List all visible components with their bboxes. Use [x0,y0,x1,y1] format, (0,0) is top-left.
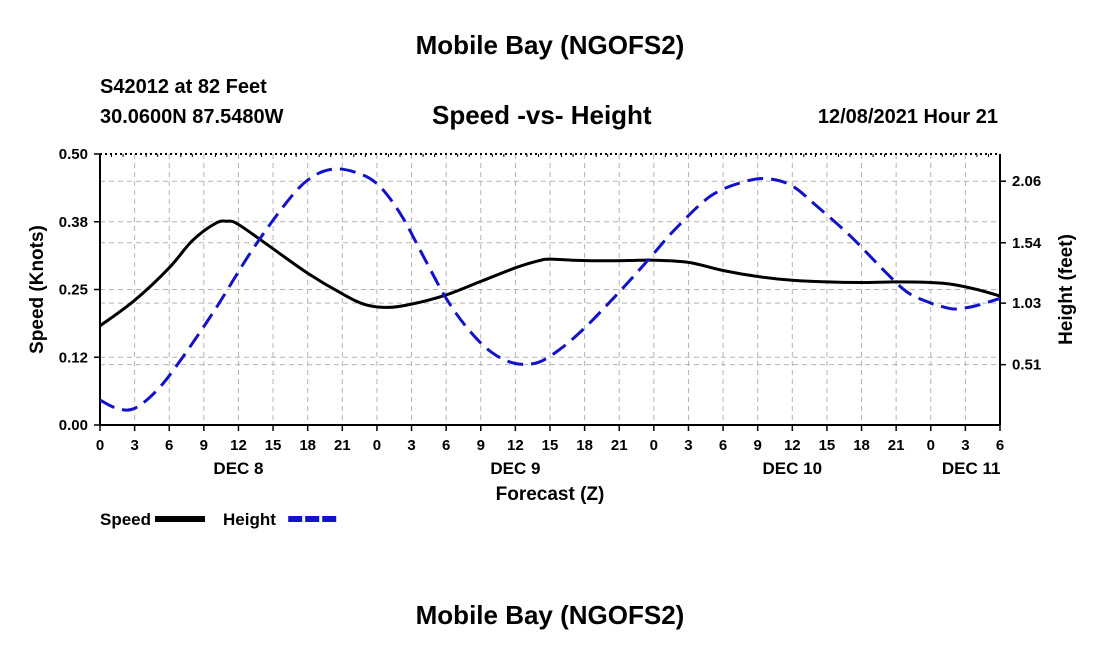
left-tick-label: 0.38 [59,214,88,231]
left-tick-label: 0.00 [59,417,88,434]
day-label: DEC 9 [490,459,540,478]
right-axis-title: Height (feet) [1056,234,1077,345]
chart-subtitle: Speed -vs- Height [432,100,652,130]
legend-label-height: Height [223,510,276,529]
x-tick-label: 21 [334,437,351,454]
station-coordinates: 30.0600N 87.5480W [100,106,284,128]
x-tick-label: 15 [819,437,836,454]
station-label: S42012 at 82 Feet [100,76,267,98]
chart-title: Mobile Bay (NGOFS2) [415,30,685,60]
grid [100,154,1000,425]
x-tick-label: 12 [784,437,801,454]
x-tick-label: 3 [684,437,692,454]
next-chart-title: Mobile Bay (NGOFS2) [415,600,685,630]
legend-label-speed: Speed [100,510,151,529]
day-label: DEC 8 [213,459,263,478]
right-tick-label: 0.51 [1012,357,1041,374]
x-tick-label: 6 [165,437,173,454]
left-axis-title: Speed (Knots) [27,225,48,354]
x-tick-label: 0 [927,437,935,454]
right-tick-label: 1.54 [1012,235,1042,252]
x-tick-label: 21 [888,437,905,454]
series-line-speed [99,219,1001,328]
x-tick-label: 0 [650,437,658,454]
x-tick-label: 9 [200,437,208,454]
left-tick-label: 0.12 [59,349,88,366]
x-tick-label: 3 [130,437,138,454]
x-tick-label: 12 [507,437,524,454]
x-tick-label: 15 [265,437,282,454]
forecast-timestamp: 12/08/2021 Hour 21 [817,106,998,128]
x-tick-label: 0 [96,437,104,454]
x-tick-label: 12 [230,437,247,454]
x-tick-label: 3 [407,437,415,454]
x-tick-label: 9 [754,437,762,454]
right-tick-label: 1.03 [1012,295,1041,312]
right-tick-label: 2.06 [1012,173,1041,190]
day-label: DEC 10 [763,459,823,478]
x-axis-title: Forecast (Z) [496,484,605,505]
x-tick-label: 21 [611,437,628,454]
series-line-height [99,167,1001,412]
x-tick-label: 15 [542,437,559,454]
x-tick-label: 18 [299,437,316,454]
left-tick-label: 0.50 [59,146,88,163]
x-tick-label: 6 [719,437,727,454]
x-tick-label: 18 [576,437,593,454]
x-tick-label: 18 [853,437,870,454]
x-tick-label: 6 [442,437,450,454]
x-tick-label: 9 [477,437,485,454]
day-label: DEC 11 [942,459,1001,478]
x-tick-label: 0 [373,437,381,454]
x-tick-label: 3 [961,437,969,454]
x-tick-label: 6 [996,437,1004,454]
left-tick-label: 0.25 [59,282,88,299]
